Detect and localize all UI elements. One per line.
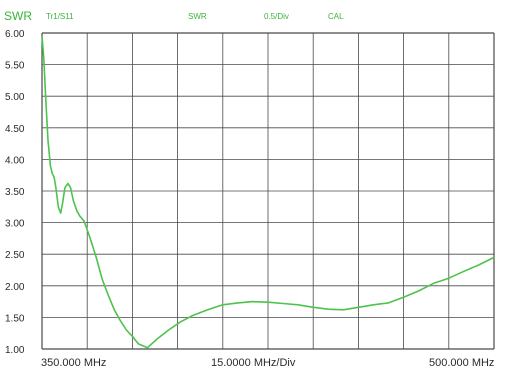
x-stop-label: 500.000 MHz xyxy=(429,357,494,369)
y-tick-label: 6.00 xyxy=(5,29,25,40)
y-tick-labels: 1.00 1.50 2.00 2.50 3.00 3.50 4.00 4.50 5.00 5.50… xyxy=(5,29,25,356)
y-tick-label: 1.00 xyxy=(5,345,25,356)
header-format: SWR xyxy=(188,12,207,21)
swr-trace-line xyxy=(41,36,495,349)
header-measure: SWR xyxy=(4,9,32,23)
chart-grid xyxy=(41,32,495,350)
x-start-label: 350.000 MHz xyxy=(41,357,106,369)
y-tick-label: 2.00 xyxy=(5,282,25,293)
y-tick-label: 3.50 xyxy=(5,187,25,198)
header-trace: Tr1/S11 xyxy=(46,12,74,21)
y-tick-label: 1.50 xyxy=(5,313,25,324)
y-tick-label: 2.50 xyxy=(5,250,25,261)
y-tick-label: 4.00 xyxy=(5,155,25,166)
y-tick-label: 3.00 xyxy=(5,219,25,230)
header-scale: 0.5/Div xyxy=(264,12,289,21)
y-tick-label: 5.00 xyxy=(5,92,25,103)
x-axis-label: 15.0000 MHz/Div xyxy=(211,357,296,369)
y-tick-label: 5.50 xyxy=(5,61,25,72)
swr-trace-group xyxy=(41,36,495,349)
header-cal: CAL xyxy=(328,12,344,21)
y-tick-label: 4.50 xyxy=(5,124,25,135)
